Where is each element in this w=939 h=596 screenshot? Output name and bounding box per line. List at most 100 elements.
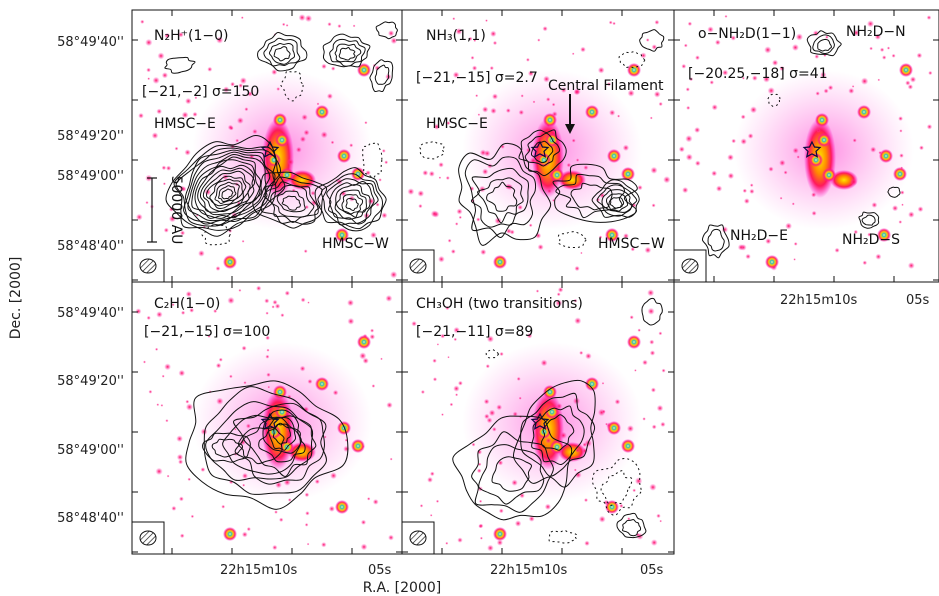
star-dot [750,106,757,114]
contour-line [707,228,725,252]
star-dot [299,365,306,372]
star-dot [579,350,584,355]
star-dot [473,39,477,42]
contour-line [262,409,302,454]
star-dot [304,523,309,527]
velocity-range-label: [−21,−15] σ=100 [144,324,270,340]
star-dot [642,417,646,421]
star-dot [381,212,388,219]
star-dot [242,472,248,479]
star-dot [505,108,511,113]
star-dot [649,350,656,356]
contour-line [272,423,291,445]
star-dot [852,138,857,143]
star-dot [685,135,693,143]
star-dot [711,104,718,111]
star-dot [176,435,183,442]
star-dot [632,488,636,493]
dec-tick-label: 58°49'40'' [57,306,124,321]
star-dot [516,376,521,381]
contour-line [183,151,271,226]
dec-tick-label: 58°49'20'' [57,129,124,144]
star-dot [244,107,249,112]
star-dot [571,138,576,143]
star-dot [685,87,690,92]
contour-line [552,163,638,223]
star-dot [452,71,460,79]
star-dot [853,229,858,235]
star-dot [566,162,571,168]
star-dot [229,374,233,379]
star-dot [637,185,643,191]
star-dot [266,348,270,352]
star-dot [685,153,693,161]
star-dot [651,44,657,50]
contour-line [175,147,282,227]
star-dot [580,46,586,53]
contour-line [268,42,296,65]
star-dot [899,129,903,133]
beam-ellipse [409,258,427,274]
star-dot [304,205,309,210]
beam-ellipse [139,530,157,546]
star-dot [573,468,577,472]
star-dot [430,471,435,477]
star-dot [687,21,693,26]
point-source [815,113,829,127]
infrared-background [401,10,674,283]
star-dot [871,202,878,208]
star-dot [537,244,544,251]
star-dot [695,160,701,167]
contour-line [276,190,306,213]
star-dot [152,76,160,84]
star-dot [241,345,247,351]
star-dot [178,369,186,377]
star-dot [432,377,438,382]
star-dot [192,111,198,117]
contour-set [419,29,665,249]
point-source [893,167,907,181]
star-dot [917,206,924,213]
star-dot [556,403,563,410]
star-dot [291,188,296,193]
star-dot [869,46,873,51]
star-dot [737,244,745,251]
star-dot [891,53,896,58]
contour-line [520,392,596,477]
contour-line [452,415,573,521]
star-dot [681,63,687,69]
contour-line [281,195,301,211]
species-label: NH₃(1,1) [426,28,486,44]
star-dot [326,93,333,100]
star-dot [649,116,653,120]
contour-line [639,29,665,52]
star-dot [811,192,817,198]
star-dot [740,138,747,145]
point-source [543,385,557,399]
star-dot [634,477,643,485]
star-dot [370,328,375,333]
contour-line [477,177,524,224]
star-dot [223,86,230,93]
ra-tick-labels: 22h15m10s 05s 22h15m10s 05s 22h15m10s 05… [220,293,930,578]
point-source [585,377,599,391]
star-dot [544,503,551,510]
star-dot [375,202,380,207]
contour-line [570,182,613,211]
star-dot [825,35,829,39]
star-dot [282,22,286,27]
ra-tick-label: 05s [640,563,664,578]
contour-line [329,38,366,67]
star-dot [381,149,386,153]
star-dot [384,160,389,165]
dec-tick-label: 58°48'40'' [57,239,124,254]
star-dot [742,188,747,193]
star-dot [622,144,630,151]
star-dot [686,105,691,110]
negative-contour [280,70,304,102]
star-dot [551,102,556,107]
star-dot [745,253,751,260]
star-dot [573,298,578,303]
contour-line [464,156,536,238]
star-dot [752,75,758,81]
